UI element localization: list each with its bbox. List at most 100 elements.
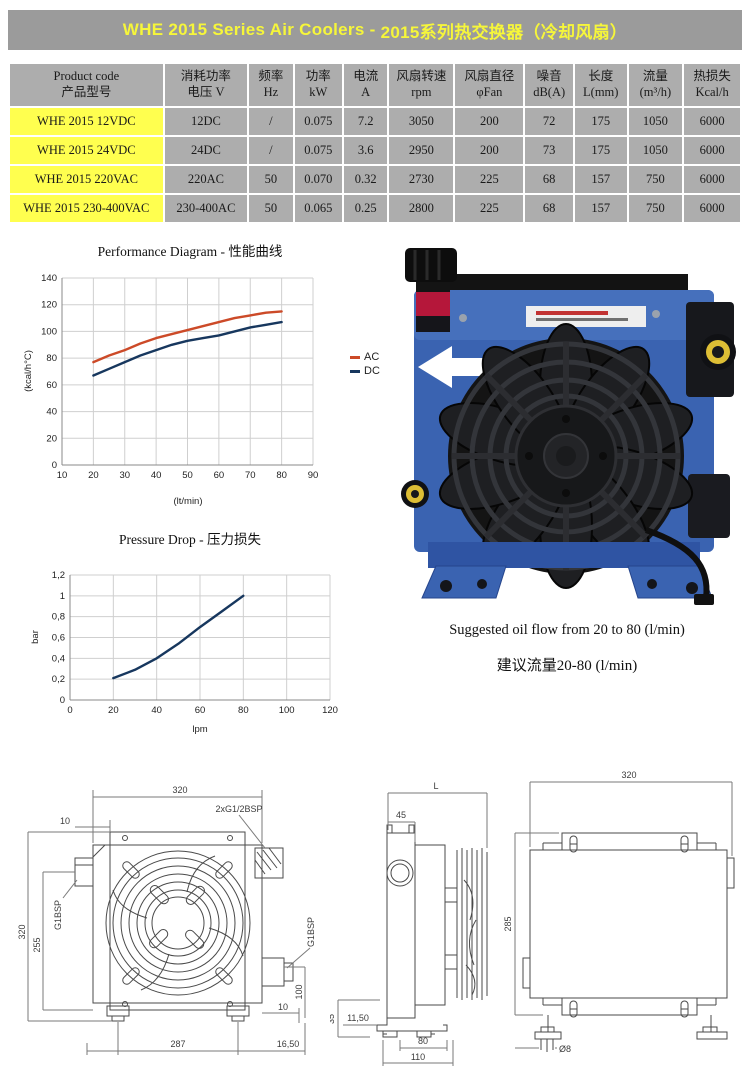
model-cell: WHE 2015 12VDC bbox=[8, 106, 165, 137]
dim-front-right-offset: 10 bbox=[278, 1002, 288, 1012]
title-banner: WHE 2015 Series Air Coolers - 2015系列热交换器… bbox=[8, 10, 742, 50]
legend-item-ac: AC bbox=[350, 350, 380, 364]
table-row: WHE 2015 24VDC 24DC/0.075 3.6 2950 200 73 175 1… bbox=[8, 135, 742, 166]
dim-front-offset: 10 bbox=[60, 816, 70, 826]
table-cell: 200 bbox=[453, 135, 526, 166]
table-cell: 7.2 bbox=[342, 106, 390, 137]
oil-flow-caption-zh: 建议流量20-80 (l/min) bbox=[496, 658, 638, 674]
x-tick-label: 80 bbox=[276, 470, 287, 481]
rear-dimension-labels: 320 285 Ø8 bbox=[503, 770, 637, 1054]
dc-legend-label: DC bbox=[364, 365, 380, 377]
table-row: WHE 2015 220VAC 220AC 50 0.070 0.32 2730 225 68… bbox=[8, 164, 742, 195]
front-dimension-labels: 320 10 2xG1/2BSP 320 255 G1BSP G1BSP 100… bbox=[17, 785, 316, 1049]
header-cell: 长度 L(mm) bbox=[572, 62, 629, 108]
x-tick-label: 40 bbox=[151, 705, 162, 716]
side-body bbox=[377, 825, 487, 1037]
rear-dimension-lines bbox=[515, 782, 732, 1048]
table-cell: 200 bbox=[453, 106, 526, 137]
power-connector bbox=[405, 248, 457, 332]
y-tick-label: 0,8 bbox=[52, 612, 65, 623]
dim-side-foot-height: 35 bbox=[330, 1014, 336, 1024]
dim-front-width: 320 bbox=[172, 785, 187, 795]
pressure-chart: 0 20 40 60 80 100 120 0 0,2 0,4 0,6 0,8 1 1,2 Pressure… bbox=[30, 532, 338, 735]
header-cell: 流量 (m³/h) bbox=[626, 62, 685, 108]
table-cell: 50 bbox=[247, 164, 295, 195]
x-tick-label: 90 bbox=[308, 470, 319, 481]
dim-side-base-width: 110 bbox=[411, 1052, 425, 1062]
chart-legend: AC DC bbox=[350, 350, 380, 378]
dim-front-ports: 2xG1/2BSP bbox=[215, 804, 262, 814]
table-row: WHE 2015 230-400VAC 230-400AC 50 0.065 0.25 2… bbox=[8, 193, 742, 224]
dim-front-height: 320 bbox=[17, 924, 27, 939]
dim-rear-height: 285 bbox=[503, 916, 513, 931]
spec-table: Product code 产品型号 消耗功率 电压 V 频率 Hz 功率 kW 电流 A 风扇转速 r… bbox=[8, 62, 742, 224]
table-cell: 0.075 bbox=[292, 135, 345, 166]
screw bbox=[652, 310, 660, 318]
fan-assembly bbox=[438, 323, 694, 589]
power-cable bbox=[645, 527, 710, 599]
side-dimension-labels: L 45 11,50 35 80 110 bbox=[330, 781, 439, 1062]
y-tick-label: 100 bbox=[41, 326, 57, 337]
chart-title: Pressure Drop - 压力损失 bbox=[119, 532, 262, 547]
dim-front-right-height: 100 bbox=[294, 984, 304, 999]
y-tick-label: 0,6 bbox=[52, 633, 65, 644]
chart-title: Performance Diagram - 性能曲线 bbox=[98, 244, 283, 259]
x-tick-label: 20 bbox=[108, 705, 119, 716]
left-arrow-icon bbox=[418, 346, 490, 388]
table-cell: 230-400AC bbox=[162, 193, 250, 224]
table-cell: 750 bbox=[626, 193, 685, 224]
side-dimension-lines bbox=[338, 793, 487, 1066]
table-cell: 73 bbox=[523, 135, 575, 166]
y-tick-label: 140 bbox=[41, 273, 57, 284]
cable-end bbox=[694, 594, 714, 605]
x-tick-label: 120 bbox=[322, 705, 338, 716]
table-cell: 2730 bbox=[387, 164, 456, 195]
table-cell: 225 bbox=[453, 164, 526, 195]
model-cell: WHE 2015 230-400VAC bbox=[8, 193, 165, 224]
front-body bbox=[75, 832, 293, 1021]
x-tick-label: 30 bbox=[119, 470, 130, 481]
y-tick-label: 80 bbox=[46, 353, 57, 364]
legend-item-dc: DC bbox=[350, 364, 380, 378]
y-tick-label: 60 bbox=[46, 380, 57, 391]
x-axis-label: (lt/min) bbox=[173, 496, 202, 507]
table-cell: / bbox=[247, 106, 295, 137]
header-cell: 热损失 Kcal/h bbox=[682, 62, 742, 108]
y-axis-label: bar bbox=[30, 630, 41, 644]
table-cell: 3.6 bbox=[342, 135, 390, 166]
table-cell: 6000 bbox=[682, 164, 742, 195]
table-cell: 2800 bbox=[387, 193, 456, 224]
y-tick-label: 1,2 bbox=[52, 570, 65, 581]
x-tick-label: 50 bbox=[182, 470, 193, 481]
ac-legend-label: AC bbox=[364, 351, 380, 363]
spec-table-header: Product code 产品型号 消耗功率 电压 V 频率 Hz 功率 kW 电流 A 风扇转速 r… bbox=[8, 62, 742, 108]
table-cell: 68 bbox=[523, 193, 575, 224]
y-tick-label: 0,2 bbox=[52, 674, 65, 685]
header-cell: 功率 kW bbox=[292, 62, 345, 108]
y-tick-label: 0,4 bbox=[52, 653, 65, 664]
fan-hub bbox=[514, 404, 618, 508]
header-cell: 风扇转速 rpm bbox=[387, 62, 456, 108]
table-cell: 157 bbox=[572, 164, 629, 195]
table-cell: 24DC bbox=[162, 135, 250, 166]
header-cell: 频率 Hz bbox=[247, 62, 295, 108]
table-cell: 6000 bbox=[682, 106, 742, 137]
header-cell: 噪音 dB(A) bbox=[523, 62, 575, 108]
y-tick-label: 20 bbox=[46, 433, 57, 444]
y-tick-label: 0 bbox=[52, 460, 57, 471]
table-cell: 1050 bbox=[626, 106, 685, 137]
table-row: WHE 2015 12VDC 12DC/0.075 7.2 3050 200 72 175 1… bbox=[8, 106, 742, 137]
series-line-AC bbox=[92, 310, 283, 364]
table-cell: / bbox=[247, 135, 295, 166]
x-tick-label: 80 bbox=[238, 705, 249, 716]
dim-front-bottom-width: 287 bbox=[170, 1039, 185, 1049]
table-cell: 6000 bbox=[682, 135, 742, 166]
table-cell: 2950 bbox=[387, 135, 456, 166]
table-cell: 175 bbox=[572, 106, 629, 137]
dim-front-port-left: G1BSP bbox=[53, 900, 63, 930]
series-line-pressure drop bbox=[112, 594, 245, 680]
dim-side-length: L bbox=[433, 781, 438, 791]
model-cell: WHE 2015 220VAC bbox=[8, 164, 165, 195]
dim-front-bottom-offset: 16,50 bbox=[277, 1039, 300, 1049]
name-plate bbox=[526, 306, 646, 327]
